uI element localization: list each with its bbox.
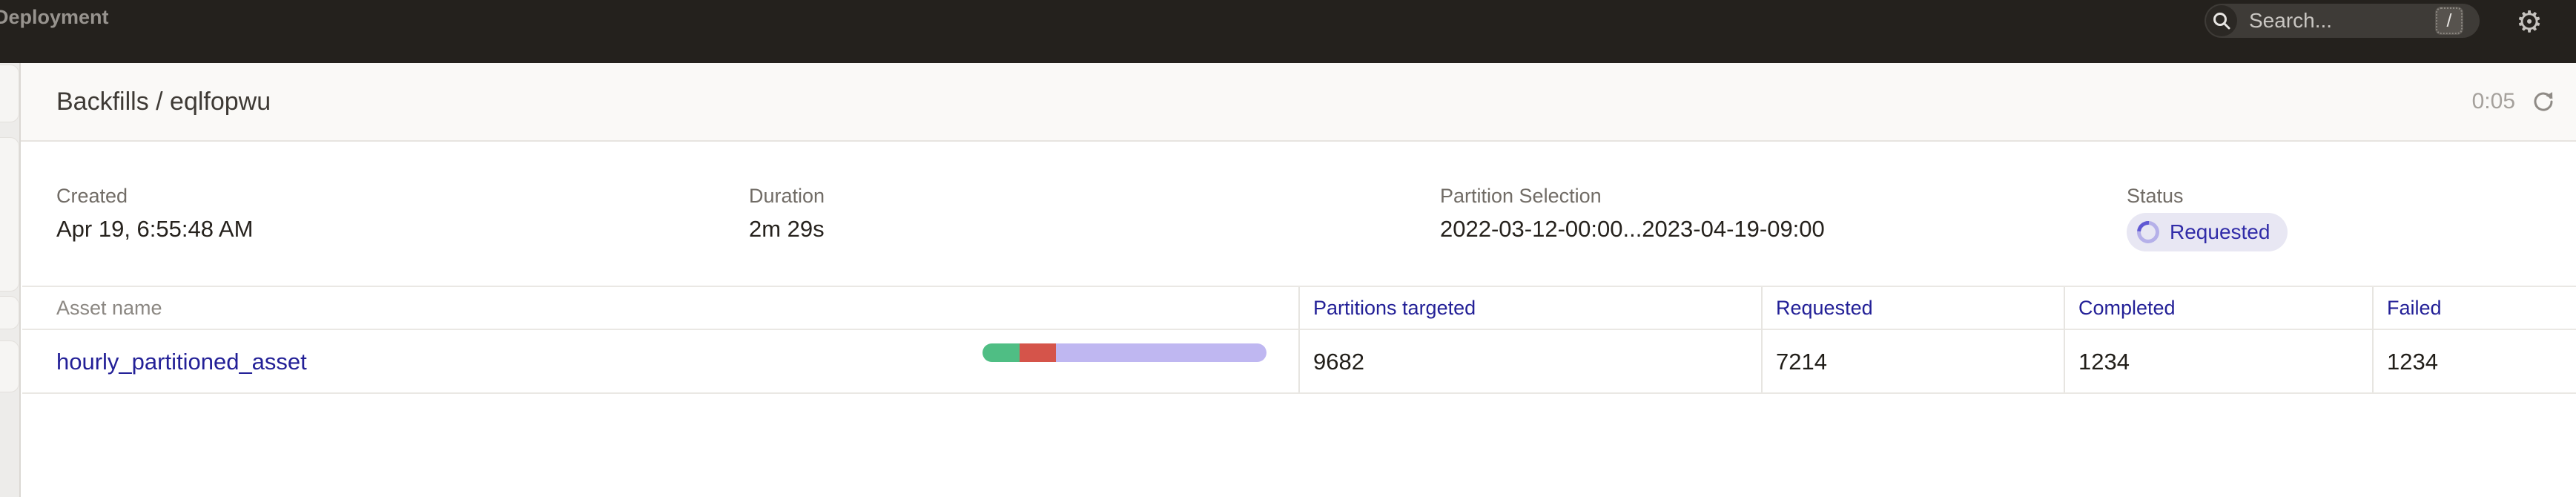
top-navigation-bar: Deployment Search... / ⚙	[0, 0, 2576, 63]
cell-requested: 7214	[1776, 349, 1827, 375]
field-label: Duration	[749, 185, 825, 207]
column-header-requested[interactable]: Requested	[1776, 297, 1873, 319]
column-header-asset-name: Asset name	[56, 297, 162, 319]
cell-failed: 1234	[2387, 349, 2438, 375]
search-icon	[2206, 5, 2237, 36]
progress-segment-requested	[1056, 343, 1266, 362]
column-divider	[2372, 287, 2374, 392]
left-panel-edge	[0, 63, 21, 497]
asset-name-link[interactable]: hourly_partitioned_asset	[56, 349, 307, 375]
page-title: Backfills / eqlfopwu	[56, 87, 271, 116]
search-input[interactable]: Search... /	[2205, 4, 2480, 38]
gutter-card-edge	[0, 296, 19, 329]
status-badge: Requested	[2127, 213, 2288, 251]
field-label: Partition Selection	[1440, 185, 1602, 207]
refresh-controls: 0:05	[2472, 63, 2558, 140]
gear-icon[interactable]: ⚙	[2516, 6, 2543, 39]
spinner-icon	[2132, 216, 2164, 249]
table-border	[22, 392, 2576, 394]
refresh-icon[interactable]	[2529, 87, 2558, 116]
cell-partitions-targeted: 9682	[1313, 349, 1364, 375]
field-value: Apr 19, 6:55:48 AM	[56, 216, 254, 242]
search-placeholder: Search...	[2249, 9, 2333, 32]
gutter-card-edge	[0, 65, 19, 122]
column-divider	[2064, 287, 2065, 392]
column-header-failed[interactable]: Failed	[2387, 297, 2442, 319]
gutter-card-edge	[0, 137, 19, 292]
status-badge-label: Requested	[2170, 220, 2270, 243]
progress-segment-completed	[982, 343, 1020, 362]
cell-completed: 1234	[2078, 349, 2130, 375]
column-header-partitions-targeted[interactable]: Partitions targeted	[1313, 297, 1476, 319]
column-divider	[1298, 287, 1300, 392]
deployment-nav-label[interactable]: Deployment	[0, 6, 109, 28]
table-border	[22, 286, 2576, 287]
progress-segment-failed	[1020, 343, 1057, 362]
field-label: Status	[2127, 185, 2184, 207]
field-label: Created	[56, 185, 128, 207]
column-divider	[1761, 287, 1763, 392]
page-header: Backfills / eqlfopwu 0:05	[21, 63, 2576, 142]
gutter-card-edge	[0, 340, 19, 392]
field-value: 2m 29s	[749, 216, 825, 242]
column-header-completed[interactable]: Completed	[2078, 297, 2176, 319]
field-value: 2022-03-12-00:00...2023-04-19-09:00	[1440, 216, 1825, 242]
partition-progress-bar	[982, 343, 1266, 362]
refresh-countdown: 0:05	[2471, 89, 2515, 113]
search-shortcut-key: /	[2435, 7, 2463, 35]
